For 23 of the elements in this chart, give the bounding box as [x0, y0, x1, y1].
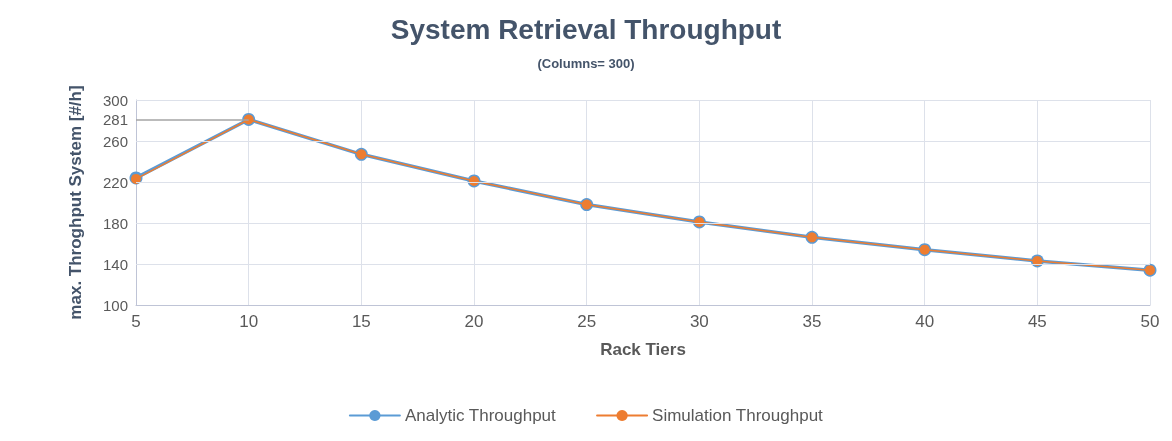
- x-tick-label: 40: [915, 312, 935, 331]
- y-tick-label: 140: [102, 255, 128, 273]
- x-tick-label: 10: [239, 312, 259, 331]
- chart-subtitle: (Columns= 300): [537, 56, 635, 71]
- x-tick-label: 25: [577, 312, 597, 331]
- x-tick-label: 30: [689, 312, 709, 331]
- y-tick-label: 300: [102, 91, 128, 109]
- y-tick-label: 180: [102, 214, 128, 232]
- y-tick-label: 220: [102, 173, 128, 191]
- x-axis-title: Rack Tiers: [600, 340, 686, 359]
- x-tick-label: 50: [1140, 312, 1160, 331]
- x-tick-label: 5: [131, 312, 141, 331]
- chart-title: System Retrieval Throughput: [390, 13, 782, 45]
- y-tick-label: 260: [102, 132, 128, 150]
- legend-label: Simulation Throughput: [652, 406, 824, 425]
- legend-label: Analytic Throughput: [404, 406, 557, 425]
- x-tick-label: 15: [351, 312, 371, 331]
- x-tick-label: 35: [802, 312, 822, 331]
- y-tick-label: 100: [102, 296, 128, 314]
- x-tick-label: 45: [1027, 312, 1047, 331]
- y-tick-label: 281: [102, 110, 128, 128]
- x-tick-label: 20: [464, 312, 484, 331]
- y-axis-title: max. Throghput System [#/h]: [66, 85, 85, 320]
